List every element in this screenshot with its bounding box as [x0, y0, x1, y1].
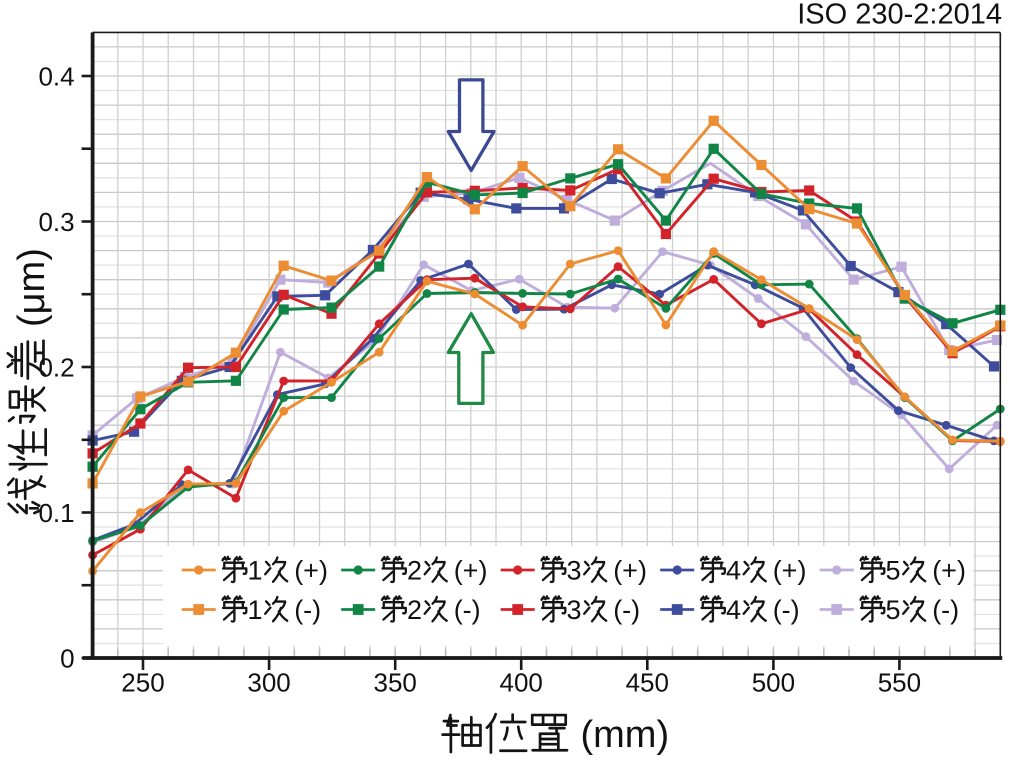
svg-text:(+): (+) [454, 555, 488, 585]
svg-text:2: 2 [407, 555, 422, 585]
svg-text:550: 550 [878, 668, 921, 698]
svg-text:(+): (+) [773, 555, 807, 585]
svg-text:400: 400 [500, 668, 543, 698]
svg-text:(μm): (μm) [11, 248, 53, 327]
svg-text:0.4: 0.4 [38, 61, 74, 91]
svg-text:450: 450 [626, 668, 669, 698]
svg-text:500: 500 [752, 668, 795, 698]
svg-text:1: 1 [248, 555, 263, 585]
svg-text:3: 3 [567, 555, 582, 585]
svg-text:(+): (+) [613, 555, 647, 585]
svg-text:2: 2 [407, 595, 422, 625]
svg-text:4: 4 [726, 555, 741, 585]
svg-text:0.3: 0.3 [38, 207, 74, 237]
svg-text:(+): (+) [294, 555, 328, 585]
svg-text:5: 5 [886, 595, 901, 625]
svg-text:(-): (-) [773, 595, 800, 625]
svg-text:(-): (-) [454, 595, 481, 625]
svg-text:0: 0 [60, 643, 74, 673]
svg-text:300: 300 [247, 668, 290, 698]
svg-text:(-): (-) [294, 595, 321, 625]
svg-text:1: 1 [248, 595, 263, 625]
svg-text:(mm): (mm) [581, 714, 670, 756]
svg-text:350: 350 [374, 668, 417, 698]
svg-text:5: 5 [886, 555, 901, 585]
svg-text:ISO 230-2:2014: ISO 230-2:2014 [797, 0, 1002, 31]
svg-text:4: 4 [726, 595, 741, 625]
svg-text:250: 250 [121, 668, 164, 698]
svg-text:3: 3 [567, 595, 582, 625]
svg-text:0.1: 0.1 [38, 498, 74, 528]
svg-text:(-): (-) [932, 595, 959, 625]
svg-text:(-): (-) [613, 595, 640, 625]
svg-text:(+): (+) [932, 555, 966, 585]
